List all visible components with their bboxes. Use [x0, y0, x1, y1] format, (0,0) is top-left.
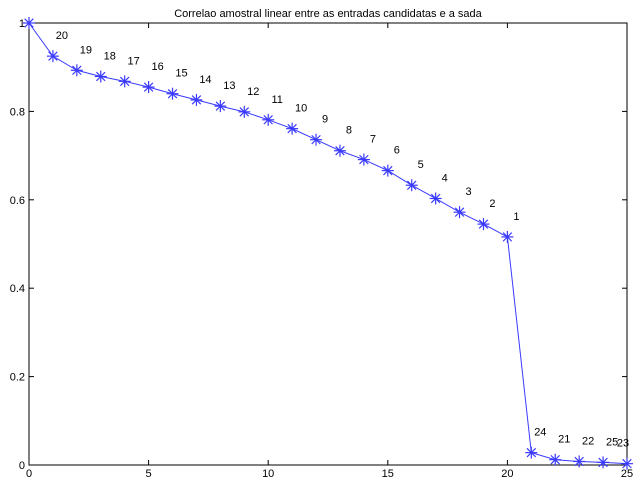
marker-stroke	[502, 232, 513, 242]
data-point	[118, 75, 131, 88]
data-point	[429, 192, 442, 205]
data-point	[477, 218, 490, 231]
point-label: 3	[465, 186, 471, 198]
data-point	[262, 113, 275, 126]
data-point	[501, 230, 514, 243]
point-label: 21	[558, 434, 570, 446]
marker-stroke	[191, 95, 202, 105]
data-point	[621, 457, 633, 470]
marker-stroke	[526, 447, 537, 458]
data-point	[357, 153, 370, 166]
point-label: 7	[370, 134, 376, 146]
marker-stroke	[24, 18, 34, 28]
data-line	[28, 22, 628, 465]
marker-stroke	[430, 193, 441, 204]
y-tick-label: 1	[19, 18, 25, 30]
x-tick-label: 15	[382, 468, 394, 480]
marker-stroke	[287, 123, 297, 134]
point-label: 16	[151, 61, 163, 73]
x-tick-label: 0	[26, 468, 32, 480]
chart-title: Correlao amostral linear entre as entrad…	[174, 8, 482, 20]
data-point	[238, 105, 251, 118]
point-label: 19	[80, 44, 92, 56]
marker-stroke	[454, 207, 465, 217]
marker-stroke	[263, 115, 273, 125]
data-point	[23, 17, 35, 29]
marker-stroke	[311, 134, 321, 145]
point-label: 15	[175, 68, 187, 80]
marker-stroke	[406, 180, 417, 190]
marker-stroke	[359, 154, 369, 165]
point-label: 1	[513, 211, 519, 223]
y-tick-label: 0	[19, 460, 25, 472]
marker-stroke	[239, 107, 250, 117]
point-label: 14	[199, 74, 211, 86]
data-point	[453, 206, 466, 219]
series-line	[23, 17, 633, 470]
data-point	[405, 179, 418, 192]
data-point	[142, 81, 155, 94]
point-label: 9	[322, 114, 328, 126]
marker-stroke	[96, 71, 106, 82]
data-point	[333, 144, 346, 157]
y-tick-label: 0.2	[10, 372, 25, 384]
marker-stroke	[167, 88, 178, 99]
marker-stroke	[598, 457, 608, 468]
point-label: 23	[617, 438, 629, 450]
point-label: 5	[418, 159, 424, 171]
point-label: 6	[394, 145, 400, 157]
x-tick-label: 20	[501, 468, 513, 480]
marker-stroke	[143, 82, 154, 92]
data-point	[46, 50, 59, 63]
marker-stroke	[383, 165, 393, 176]
point-label: 12	[247, 86, 259, 98]
point-label: 10	[295, 103, 307, 115]
point-label: 2	[489, 198, 495, 210]
point-label: 20	[56, 30, 68, 42]
marker-stroke	[119, 76, 130, 87]
data-point	[94, 70, 107, 83]
x-tick-label: 25	[621, 468, 633, 480]
marker-stroke	[72, 65, 82, 76]
point-label: 17	[128, 55, 140, 67]
data-point	[525, 446, 538, 459]
point-label: 25	[606, 436, 618, 448]
point-label: 13	[223, 80, 235, 92]
y-tick-label: 0.4	[10, 283, 25, 295]
point-label: 18	[104, 50, 116, 62]
x-tick-label: 5	[146, 468, 152, 480]
data-point	[597, 456, 610, 469]
data-point	[190, 93, 203, 106]
data-point	[310, 133, 323, 146]
point-label: 24	[534, 427, 546, 439]
marker-stroke	[48, 51, 58, 61]
data-point	[549, 453, 562, 466]
x-tick-label: 10	[262, 468, 274, 480]
marker-stroke	[574, 456, 584, 467]
marker-stroke	[478, 219, 489, 229]
point-label: 8	[346, 125, 352, 137]
marker-stroke	[335, 145, 345, 156]
y-tick-label: 0.8	[10, 106, 25, 118]
data-point	[381, 164, 394, 177]
data-point	[573, 455, 586, 468]
point-label: 4	[442, 172, 448, 184]
data-point	[70, 64, 83, 77]
marker-stroke	[215, 101, 226, 111]
point-label: 11	[271, 94, 282, 106]
data-point	[286, 122, 299, 135]
marker-stroke	[550, 454, 560, 465]
data-point	[166, 87, 179, 100]
plot-frame	[28, 22, 628, 466]
point-label: 22	[582, 435, 594, 447]
y-tick-label: 0.6	[10, 195, 25, 207]
data-point	[214, 100, 227, 113]
marker-stroke	[622, 458, 632, 469]
